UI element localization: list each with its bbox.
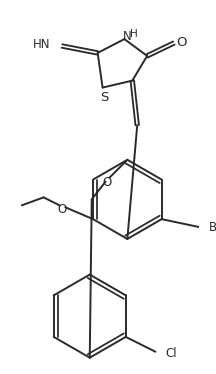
Text: O: O: [176, 36, 187, 49]
Text: Cl: Cl: [165, 347, 177, 360]
Text: O: O: [58, 203, 67, 216]
Text: O: O: [102, 176, 111, 189]
Text: H: H: [130, 29, 138, 39]
Text: HN: HN: [33, 37, 50, 50]
Text: N: N: [123, 30, 132, 43]
Text: Br: Br: [209, 221, 216, 234]
Text: S: S: [100, 91, 109, 104]
